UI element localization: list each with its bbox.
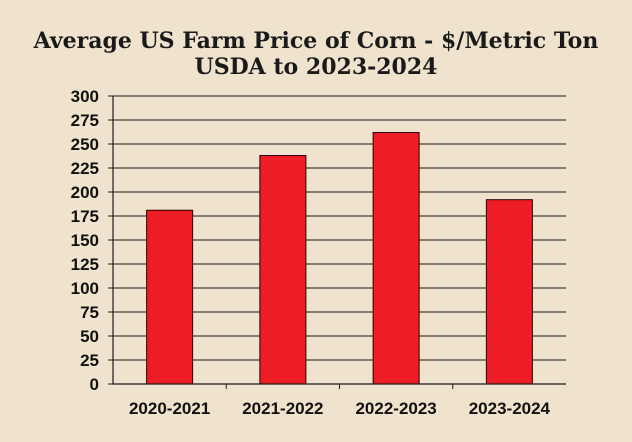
bars <box>146 131 533 385</box>
y-tick-label: 125 <box>71 255 99 274</box>
y-tick-label: 275 <box>71 111 99 130</box>
y-tick-label: 200 <box>71 183 99 202</box>
y-tick-label: 0 <box>90 375 99 394</box>
chart-title: Average US Farm Price of Corn - $/Metric… <box>33 28 599 54</box>
bar-2022-2023 <box>372 131 420 385</box>
x-tick-label: 2023-2024 <box>469 399 551 418</box>
bar-2021-2022 <box>259 155 307 385</box>
bar-2020-2021 <box>146 209 194 385</box>
y-tick-label: 100 <box>71 279 99 298</box>
y-tick-label: 75 <box>80 303 99 322</box>
y-tick-label: 300 <box>71 87 99 106</box>
y-tick-label: 175 <box>71 207 99 226</box>
y-tick-label: 250 <box>71 135 99 154</box>
y-tick-label: 150 <box>71 231 99 250</box>
axes <box>108 95 566 389</box>
bar-2023-2024 <box>485 199 533 385</box>
y-tick-label: 225 <box>71 159 99 178</box>
y-tick-label: 25 <box>80 351 99 370</box>
chart-subtitle: USDA to 2023-2024 <box>194 54 438 80</box>
axis-labels: 0 25 50 75 100 125 150 175 200 225 250 275 300 2020-2… <box>71 87 551 418</box>
x-tick-label: 2022-2023 <box>355 399 436 418</box>
y-tick-label: 50 <box>80 327 99 346</box>
x-tick-label: 2021-2022 <box>242 399 323 418</box>
x-tick-label: 2020-2021 <box>129 399 210 418</box>
